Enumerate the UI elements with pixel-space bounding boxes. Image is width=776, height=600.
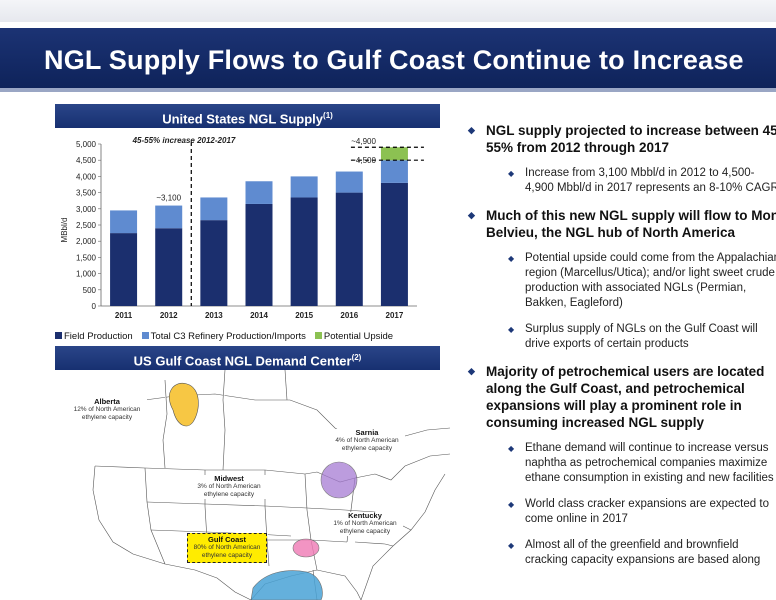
x-tick-label: 2013 — [205, 311, 223, 320]
map-label-kentucky: Kentucky 1% of North American ethylene c… — [327, 512, 403, 536]
region-name-alberta: Alberta — [94, 397, 120, 406]
map-label-alberta: Alberta 12% of North American ethylene c… — [67, 398, 147, 422]
region-detail-midwest: 3% of North American ethylene capacity — [197, 483, 261, 498]
bar-segment — [245, 203, 273, 306]
region-detail-gulf-coast: 80% of North American ethylene capacity — [193, 544, 261, 559]
slide-title: NGL Supply Flows to Gulf Coast Continue … — [44, 45, 744, 75]
north-america-map: Alberta 12% of North American ethylene c… — [55, 370, 450, 600]
bullet-sub: Ethane demand will continue to increase … — [466, 441, 776, 486]
bar-segment — [155, 205, 183, 229]
map-label-gulf-coast: Gulf Coast 80% of North American ethylen… — [187, 533, 267, 563]
bullet-main: Much of this new NGL supply will flow to… — [466, 207, 776, 241]
bullet-sub: Increase from 3,100 Mbbl/d in 2012 to 4,… — [466, 166, 776, 196]
bar-segment — [380, 147, 408, 161]
bullet-main: NGL supply projected to increase between… — [466, 122, 776, 156]
gulf-coast-region — [250, 570, 323, 600]
y-tick-label: 5,000 — [76, 140, 97, 149]
legend-label: Field Production — [64, 331, 133, 342]
x-tick-label: 2017 — [386, 311, 404, 320]
alberta-region — [168, 382, 199, 427]
region-name-midwest: Midwest — [214, 474, 244, 483]
bar-segment — [245, 181, 273, 204]
y-tick-label: 2,500 — [76, 221, 97, 230]
kentucky-region — [292, 538, 320, 558]
x-tick-label: 2011 — [115, 311, 133, 320]
bar-segment — [155, 228, 183, 306]
bullet-sub: World class cracker expansions are expec… — [466, 497, 776, 527]
supply-header-text: United States NGL Supply — [162, 111, 324, 127]
y-tick-label: 0 — [92, 302, 97, 311]
bar-segment — [380, 160, 408, 183]
region-detail-alberta: 12% of North American ethylene capacity — [73, 406, 141, 421]
legend-label: Total C3 Refinery Production/Imports — [150, 331, 306, 342]
y-tick-label: 3,000 — [76, 205, 97, 214]
bullet-main: Majority of petrochemical users are loca… — [466, 363, 776, 431]
bar-segment — [290, 197, 318, 306]
legend-swatch — [55, 332, 62, 339]
map-label-sarnia: Sarnia 4% of North American ethylene cap… — [329, 429, 405, 453]
demand-panel-header: US Gulf Coast NGL Demand Center(2) — [55, 346, 440, 370]
label-2012-value: ~3,100 — [156, 194, 181, 203]
ngl-supply-chart-svg: 5,000 4,500 4,000 3,500 3,000 2,500 2,000 1,500… — [60, 136, 424, 320]
bar-segment — [380, 182, 408, 306]
bullet-list: NGL supply projected to increase between… — [466, 122, 776, 579]
y-tick-label: 1,500 — [76, 253, 97, 262]
x-tick-label: 2012 — [160, 311, 178, 320]
low-estimate-label: ~4,500 — [351, 156, 376, 165]
sarnia-region — [320, 461, 358, 499]
high-estimate-label: ~4,900 — [351, 137, 376, 146]
x-tick-label: 2016 — [340, 311, 358, 320]
map-borders — [92, 370, 450, 600]
supply-panel-header: United States NGL Supply(1) — [55, 104, 440, 128]
y-tick-label: 1,000 — [76, 270, 97, 279]
x-tick-label: 2015 — [295, 311, 313, 320]
ngl-supply-chart: 5,000 4,500 4,000 3,500 3,000 2,500 2,000 1,500… — [55, 130, 445, 345]
bullet-sub: Almost all of the greenfield and brownfi… — [466, 538, 776, 568]
map-label-midwest: Midwest 3% of North American ethylene ca… — [191, 475, 267, 499]
region-detail-kentucky: 1% of North American ethylene capacity — [333, 520, 397, 535]
bar-segment — [110, 210, 138, 234]
bar-segment — [110, 233, 138, 306]
legend-item: Field Production — [55, 331, 133, 342]
legend-item: Potential Upside — [314, 331, 394, 342]
bar-segment — [335, 192, 363, 306]
legend-item: Total C3 Refinery Production/Imports — [141, 331, 306, 342]
title-bar: NGL Supply Flows to Gulf Coast Continue … — [0, 28, 776, 92]
bullet-sub: Potential upside could come from the App… — [466, 251, 776, 311]
bullet-sub: Surplus supply of NGLs on the Gulf Coast… — [466, 322, 776, 352]
legend-swatch — [314, 332, 322, 339]
top-strip — [0, 0, 776, 22]
increase-annotation: 45-55% increase 2012-2017 — [132, 136, 236, 145]
map-svg — [92, 370, 450, 600]
region-name-gulf-coast: Gulf Coast — [208, 535, 246, 544]
bar-segment — [200, 197, 228, 221]
bar-segment — [335, 171, 363, 193]
demand-header-text: US Gulf Coast NGL Demand Center — [133, 353, 352, 369]
region-name-sarnia: Sarnia — [355, 428, 379, 437]
x-tick-label: 2014 — [250, 311, 268, 320]
y-axis-label: MBbl/d — [60, 218, 69, 243]
bar-segment — [290, 176, 318, 198]
legend-swatch — [141, 332, 149, 339]
y-tick-label: 4,500 — [76, 156, 97, 165]
bar-segment — [200, 220, 228, 306]
region-name-kentucky: Kentucky — [348, 511, 382, 520]
y-tick-label: 2,000 — [76, 237, 97, 246]
y-tick-label: 3,500 — [76, 189, 97, 198]
chart-legend: Field Production Total C3 Refinery Produc… — [55, 331, 450, 342]
demand-header-note: (2) — [351, 353, 362, 362]
y-tick-label: 500 — [83, 286, 97, 295]
region-detail-sarnia: 4% of North American ethylene capacity — [335, 437, 399, 452]
y-tick-label: 4,000 — [76, 172, 97, 181]
legend-label: Potential Upside — [323, 331, 394, 342]
supply-header-note: (1) — [323, 111, 333, 120]
